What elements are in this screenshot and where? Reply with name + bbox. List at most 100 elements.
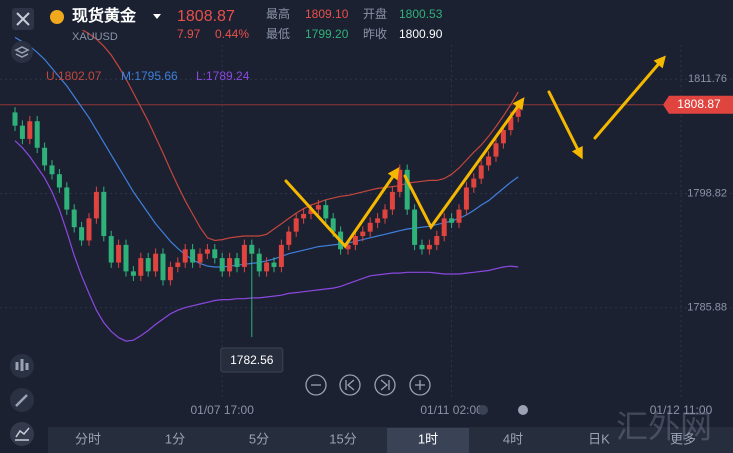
zoom-in[interactable] xyxy=(409,374,431,396)
candle-body xyxy=(301,213,307,219)
chart-icon[interactable] xyxy=(10,422,34,446)
stat-label: 最高 xyxy=(266,6,290,21)
candle-body xyxy=(49,165,55,175)
layers-icon[interactable] xyxy=(11,41,33,63)
x-tick-label: 01/12 11:00 xyxy=(650,403,713,417)
bands xyxy=(14,30,519,342)
tab[interactable]: 分时 xyxy=(75,431,101,446)
tool-dot[interactable] xyxy=(518,405,528,415)
overlay: 1811.76 1798.82 1785.88 01/07 17:00 01/11 02… xyxy=(46,69,733,417)
tool-dot[interactable] xyxy=(478,405,488,415)
candle-body xyxy=(93,191,99,219)
candle-body xyxy=(360,231,366,237)
candle-body xyxy=(79,227,85,241)
watermark: 汇外网 xyxy=(616,408,712,444)
price-tag-label: 1808.87 xyxy=(677,97,721,111)
candle-body xyxy=(286,231,292,245)
tab[interactable]: 日K xyxy=(588,431,610,446)
draw-icon[interactable] xyxy=(10,388,34,412)
candle-body xyxy=(412,209,418,245)
tab[interactable]: 15分 xyxy=(329,431,356,446)
tab[interactable]: 1时 xyxy=(418,431,438,446)
candle-body xyxy=(182,249,188,263)
instrument-title[interactable]: 现货黄金 xyxy=(72,6,137,25)
tab[interactable]: 1分 xyxy=(165,431,185,446)
candle-body xyxy=(190,249,196,263)
first[interactable] xyxy=(339,374,361,396)
candle-body xyxy=(308,209,314,214)
tab-selected-bg xyxy=(387,428,469,453)
candle-body xyxy=(101,191,107,237)
candle-body xyxy=(397,169,403,192)
candle-body xyxy=(419,244,425,250)
y-tick-label: 1798.82 xyxy=(687,187,727,199)
candle-body xyxy=(389,191,395,210)
price: 1808.87 xyxy=(177,8,235,25)
candle-body xyxy=(175,262,181,267)
indicator-icon[interactable] xyxy=(10,354,34,378)
y-tick-label: 1785.88 xyxy=(687,302,727,314)
legend-entry: U:1802.07 xyxy=(46,69,102,83)
candle-body xyxy=(323,205,329,219)
candle-body xyxy=(219,258,225,272)
close-icon xyxy=(16,12,30,26)
candle-body xyxy=(138,258,144,276)
change: 7.97 xyxy=(177,27,201,41)
candle-body xyxy=(256,253,262,272)
candle-body xyxy=(426,244,432,250)
candle-body xyxy=(227,258,233,272)
candle-body xyxy=(212,249,218,259)
candle-body xyxy=(264,262,270,272)
price-tag xyxy=(663,95,733,114)
stat-label: 最低 xyxy=(266,27,290,41)
gold-icon xyxy=(50,10,64,24)
candle-body xyxy=(352,236,358,245)
candle-body xyxy=(449,218,455,223)
candle-body xyxy=(367,222,373,232)
candle-body xyxy=(345,244,351,250)
candle-body xyxy=(56,174,62,188)
dropdown-icon[interactable] xyxy=(153,14,161,19)
candle-body xyxy=(471,178,477,188)
candle-body xyxy=(19,125,25,139)
low-label: 1782.56 xyxy=(230,353,274,367)
candle-body xyxy=(204,249,210,254)
candle-body xyxy=(375,218,381,223)
candle-body xyxy=(330,218,336,232)
candle-body xyxy=(500,130,506,144)
candle-body xyxy=(160,253,166,281)
tabs: 分时 1分 5分 15分 1时 4时 日K 更多 xyxy=(75,428,696,453)
symbol: XAUUSD xyxy=(72,31,118,43)
x-tick-label: 01/07 17:00 xyxy=(190,403,254,417)
candle-body xyxy=(508,116,514,131)
legend-entry: L:1789.24 xyxy=(196,69,250,83)
candle-body xyxy=(441,218,447,237)
candle-body xyxy=(404,169,410,210)
candle-body xyxy=(241,244,247,267)
candle-body xyxy=(153,253,159,272)
candle-body xyxy=(64,187,70,210)
tab[interactable]: 4时 xyxy=(503,431,523,446)
candle-body xyxy=(130,271,136,276)
candle-body xyxy=(71,209,77,228)
zoom-out[interactable] xyxy=(305,374,327,396)
candle-body xyxy=(145,258,151,272)
candle-body xyxy=(108,236,114,263)
stat-value: 1800.53 xyxy=(399,7,443,21)
annotation-arrows xyxy=(284,55,666,249)
stat-value: 1799.20 xyxy=(305,27,349,41)
x-tick-label: 01/11 02:00 xyxy=(420,403,483,417)
candle-body xyxy=(463,187,469,210)
candle-body xyxy=(486,156,492,166)
stat-value: 1809.10 xyxy=(305,7,349,21)
band-line xyxy=(14,140,519,342)
tab[interactable]: 更多 xyxy=(670,431,696,446)
tab[interactable]: 5分 xyxy=(249,431,269,446)
candle-body xyxy=(42,147,48,166)
candle-body xyxy=(12,112,18,126)
candle-body xyxy=(34,121,40,148)
candle-body xyxy=(197,253,203,263)
last[interactable] xyxy=(374,374,396,396)
